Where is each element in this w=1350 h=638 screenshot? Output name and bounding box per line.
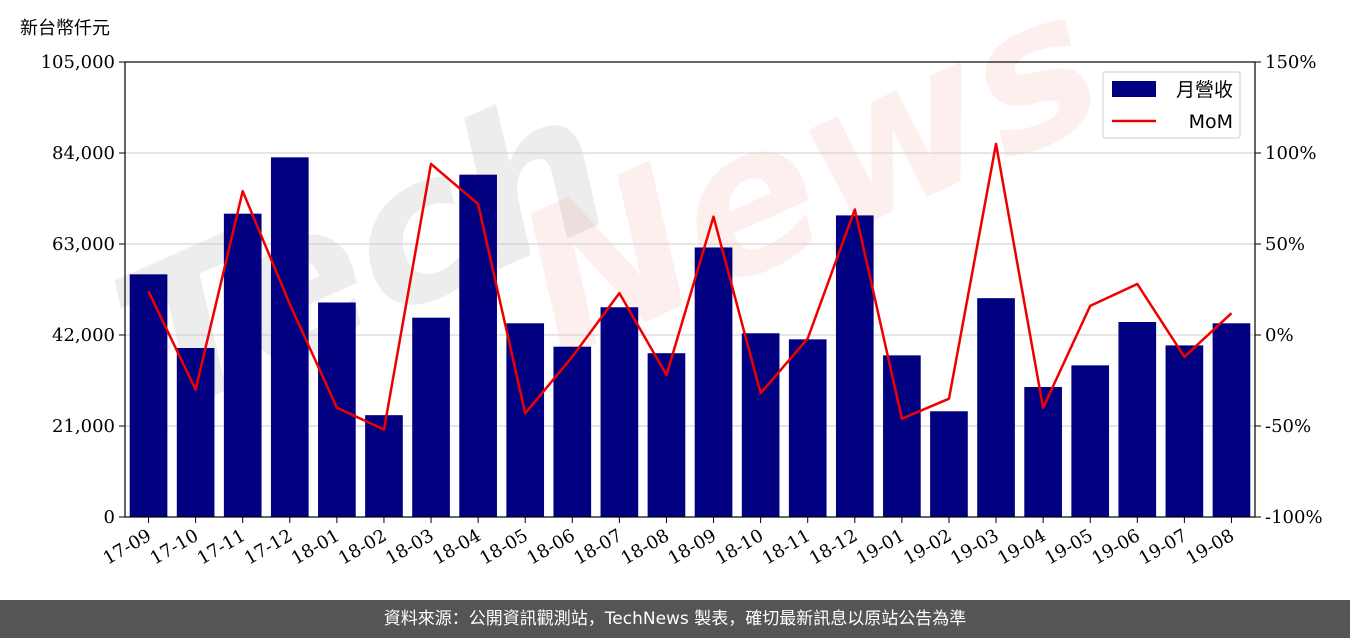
x-tick-label: 17-12 — [241, 525, 296, 569]
right-tick-label: 100% — [1265, 143, 1316, 164]
bar-18-04 — [459, 174, 497, 517]
chart: Tech News 021,00042,00063,00084,000105,0… — [20, 0, 1323, 569]
left-tick-label: 42,000 — [52, 325, 115, 346]
y-axis-unit-label: 新台幣仟元 — [20, 18, 110, 39]
legend-label-line: MoM — [1189, 111, 1233, 133]
right-tick-label: 50% — [1265, 234, 1305, 255]
x-tick-label: 18-02 — [335, 525, 390, 569]
right-tick-label: 0% — [1265, 325, 1294, 346]
bar-17-10 — [176, 348, 215, 517]
right-tick-label: 150% — [1265, 52, 1316, 73]
x-tick-label: 19-03 — [947, 525, 1002, 569]
bar-18-09 — [694, 247, 733, 517]
mom-line — [147, 142, 1233, 431]
x-tick-label: 18-08 — [618, 525, 673, 569]
x-tick-label: 19-01 — [853, 525, 908, 569]
bar-18-01 — [318, 302, 356, 517]
x-tick-label: 18-05 — [476, 525, 531, 569]
left-tick-label: 84,000 — [52, 143, 115, 164]
bar-17-11 — [223, 213, 262, 517]
legend-label-bar: 月營收 — [1176, 79, 1233, 101]
bar-19-03 — [977, 298, 1015, 517]
left-tick-label: 21,000 — [52, 416, 115, 437]
bar-19-06 — [1118, 322, 1157, 517]
x-tick-label: 17-10 — [147, 525, 202, 569]
legend: 月營收 MoM — [1102, 71, 1241, 139]
source-footer: 資料來源：公開資訊觀測站，TechNews 製表，確切最新訊息以原站公告為準 — [0, 600, 1350, 638]
x-tick-label: 18-06 — [523, 525, 578, 569]
bar-18-06 — [553, 346, 592, 517]
bar-19-07 — [1165, 345, 1204, 517]
x-tick-label: 19-04 — [994, 525, 1049, 569]
bar-18-11 — [788, 339, 827, 517]
right-tick-label: -50% — [1265, 416, 1311, 437]
left-tick-label: 105,000 — [41, 52, 115, 73]
x-tick-label: 18-01 — [288, 525, 343, 569]
x-tick-label: 18-12 — [806, 525, 861, 569]
bar-18-07 — [600, 307, 639, 517]
x-tick-label: 18-07 — [570, 525, 625, 569]
x-tick-label: 19-02 — [900, 525, 955, 569]
left-tick-label: 0 — [104, 507, 115, 528]
bar-19-05 — [1071, 365, 1110, 517]
bar-19-02 — [930, 411, 968, 517]
mom-polyline — [147, 142, 1233, 431]
x-tick-label: 18-10 — [712, 525, 767, 569]
x-tick-label: 18-09 — [665, 525, 720, 569]
x-tick-label: 18-11 — [759, 525, 814, 569]
bar-18-12 — [835, 215, 874, 517]
bar-19-01 — [883, 355, 921, 517]
x-tick-label: 19-06 — [1088, 525, 1143, 569]
bar-18-03 — [412, 317, 450, 517]
bar-18-02 — [365, 415, 403, 517]
bar-19-08 — [1212, 323, 1251, 517]
plot-frame — [124, 61, 1256, 518]
x-tick-label: 17-09 — [100, 525, 155, 569]
bars — [129, 157, 1251, 518]
right-tick-label: -100% — [1265, 507, 1323, 528]
legend-swatch-bar — [1112, 81, 1156, 97]
x-tick-label: 18-03 — [382, 525, 437, 569]
bar-17-12 — [270, 157, 309, 518]
left-tick-label: 63,000 — [52, 234, 115, 255]
bar-17-09 — [129, 274, 168, 517]
x-tick-label: 18-04 — [429, 525, 484, 569]
x-tick-label: 19-05 — [1041, 525, 1096, 569]
bar-18-08 — [647, 353, 686, 517]
x-tick-label: 17-11 — [194, 525, 249, 569]
bar-18-10 — [741, 333, 780, 517]
x-tick-label: 19-07 — [1135, 525, 1190, 569]
x-tick-label: 19-08 — [1183, 525, 1238, 569]
